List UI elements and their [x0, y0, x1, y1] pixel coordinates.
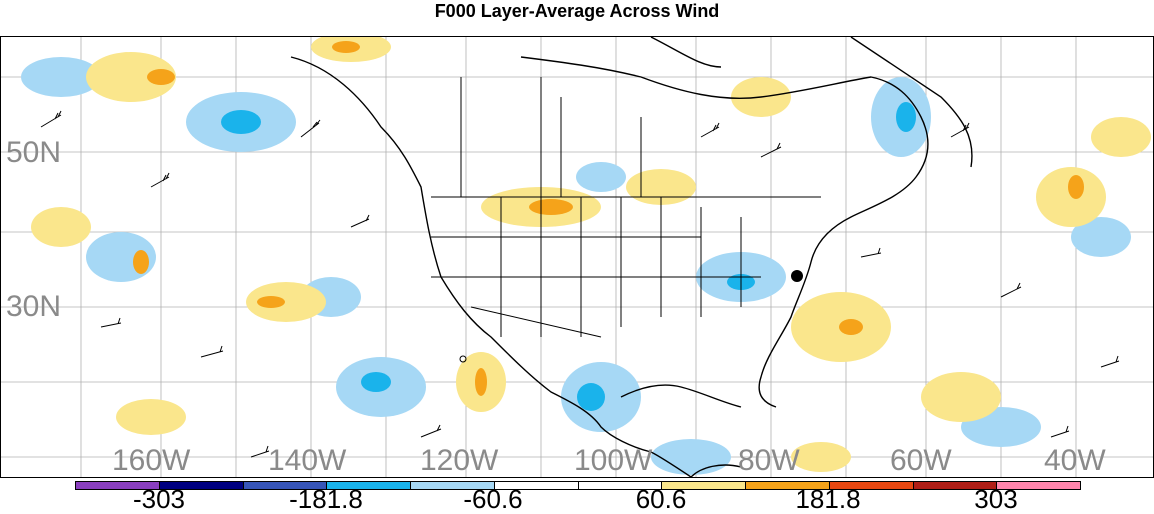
- political-borders: [431, 77, 821, 338]
- map-title: F000 Layer-Average Across Wind: [434, 1, 720, 21]
- colorbar-label: -181.8: [289, 484, 363, 514]
- colorbar-segment: [662, 482, 746, 489]
- lon-label-120w: 120W: [420, 444, 499, 477]
- colorbar-segment: [578, 482, 663, 489]
- colorbar-segment: [243, 482, 328, 489]
- colorbar-segment: [494, 482, 579, 489]
- map-canvas: [1, 37, 1153, 477]
- wind-barbs: [40, 110, 1120, 458]
- lat-label-30n: 30N: [6, 290, 62, 323]
- positive-core-contours: [133, 41, 1084, 396]
- lon-label-140w: 140W: [268, 444, 347, 477]
- colorbar-label: -60.6: [463, 484, 523, 514]
- colorbar-segment: [411, 482, 495, 489]
- negative-core-contours: [221, 102, 916, 411]
- colorbar-segment: [913, 482, 998, 489]
- colorbar-segment: [997, 482, 1080, 489]
- colorbar: [75, 481, 1081, 490]
- small-ring-marker: [459, 355, 467, 363]
- lon-label-60w: 60W: [890, 444, 952, 477]
- colorbar-label: 181.8: [795, 484, 861, 514]
- colorbar-segment: [829, 482, 914, 489]
- colorbar-label: 303: [974, 484, 1018, 514]
- colorbar-label: 60.6: [635, 484, 687, 514]
- colorbar-label: -303: [132, 484, 186, 514]
- colorbar-segment: [76, 482, 160, 489]
- location-marker: [791, 270, 803, 282]
- map-panel: [0, 36, 1154, 478]
- positive-contours: [31, 37, 1151, 472]
- colorbar-segment: [327, 482, 411, 489]
- lat-label-50n: 50N: [6, 136, 62, 169]
- coastlines: [290, 37, 973, 477]
- colorbar-segment: [159, 482, 244, 489]
- lon-label-160w: 160W: [112, 444, 191, 477]
- lon-label-80w: 80W: [738, 444, 800, 477]
- lon-label-100w: 100W: [574, 444, 653, 477]
- colorbar-segment: [746, 482, 830, 489]
- lon-label-40w: 40W: [1044, 444, 1106, 477]
